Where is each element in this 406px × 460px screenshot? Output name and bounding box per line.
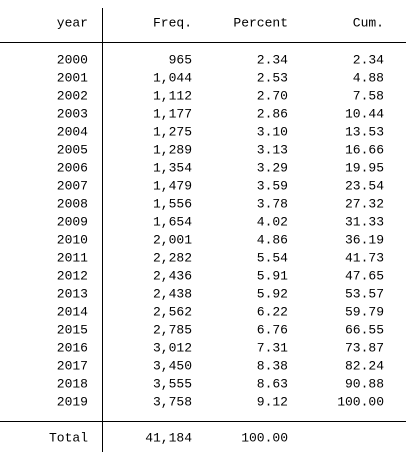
row-label: 2006 xyxy=(57,160,88,175)
cell: 1,654 xyxy=(153,214,192,229)
cell: 2.34 xyxy=(353,52,384,67)
cell: 3.29 xyxy=(257,160,288,175)
cell: 3,555 xyxy=(153,376,192,391)
row-label: 2017 xyxy=(57,358,88,373)
total-cell: 100.00 xyxy=(241,430,288,445)
cell: 31.33 xyxy=(345,214,384,229)
cell: 8.38 xyxy=(257,358,288,373)
cell: 1,177 xyxy=(153,106,192,121)
row-label: 2001 xyxy=(57,70,88,85)
cell: 16.66 xyxy=(345,142,384,157)
cell: 2,438 xyxy=(153,286,192,301)
total-cell: 41,184 xyxy=(145,430,192,445)
cell: 8.63 xyxy=(257,376,288,391)
cell: 5.54 xyxy=(257,250,288,265)
cell: 6.76 xyxy=(257,322,288,337)
cell: 1,289 xyxy=(153,142,192,157)
header-cell: year xyxy=(57,15,88,30)
cell: 4.86 xyxy=(257,232,288,247)
row-label: 2010 xyxy=(57,232,88,247)
cell: 2,001 xyxy=(153,232,192,247)
total-label: Total xyxy=(49,430,88,445)
cell: 6.22 xyxy=(257,304,288,319)
cell: 2.53 xyxy=(257,70,288,85)
cell: 13.53 xyxy=(345,124,384,139)
cell: 7.58 xyxy=(353,88,384,103)
cell: 1,479 xyxy=(153,178,192,193)
cell: 2,436 xyxy=(153,268,192,283)
cell: 36.19 xyxy=(345,232,384,247)
cell: 53.57 xyxy=(345,286,384,301)
cell: 2.34 xyxy=(257,52,288,67)
cell: 19.95 xyxy=(345,160,384,175)
row-label: 2003 xyxy=(57,106,88,121)
cell: 5.91 xyxy=(257,268,288,283)
cell: 3,758 xyxy=(153,394,192,409)
row-label: 2005 xyxy=(57,142,88,157)
cell: 7.31 xyxy=(257,340,288,355)
cell: 3.10 xyxy=(257,124,288,139)
row-label: 2019 xyxy=(57,394,88,409)
cell: 5.92 xyxy=(257,286,288,301)
row-label: 2015 xyxy=(57,322,88,337)
cell: 2.86 xyxy=(257,106,288,121)
cell: 965 xyxy=(169,52,192,67)
cell: 4.88 xyxy=(353,70,384,85)
cell: 10.44 xyxy=(345,106,384,121)
cell: 23.54 xyxy=(345,178,384,193)
cell: 66.55 xyxy=(345,322,384,337)
cell: 3,450 xyxy=(153,358,192,373)
cell: 1,354 xyxy=(153,160,192,175)
row-label: 2018 xyxy=(57,376,88,391)
row-label: 2011 xyxy=(57,250,88,265)
cell: 1,275 xyxy=(153,124,192,139)
cell: 41.73 xyxy=(345,250,384,265)
cell: 59.79 xyxy=(345,304,384,319)
cell: 3.78 xyxy=(257,196,288,211)
cell: 2.70 xyxy=(257,88,288,103)
cell: 100.00 xyxy=(337,394,384,409)
row-label: 2012 xyxy=(57,268,88,283)
cell: 4.02 xyxy=(257,214,288,229)
row-label: 2004 xyxy=(57,124,88,139)
cell: 2,282 xyxy=(153,250,192,265)
row-label: 2009 xyxy=(57,214,88,229)
row-label: 2014 xyxy=(57,304,88,319)
cell: 3,012 xyxy=(153,340,192,355)
cell: 9.12 xyxy=(257,394,288,409)
cell: 90.88 xyxy=(345,376,384,391)
row-label: 2013 xyxy=(57,286,88,301)
cell: 1,112 xyxy=(153,88,192,103)
row-label: 2007 xyxy=(57,178,88,193)
cell: 73.87 xyxy=(345,340,384,355)
row-label: 2016 xyxy=(57,340,88,355)
cell: 2,562 xyxy=(153,304,192,319)
header-cell: Percent xyxy=(233,15,288,30)
cell: 3.59 xyxy=(257,178,288,193)
row-label: 2008 xyxy=(57,196,88,211)
row-label: 2002 xyxy=(57,88,88,103)
cell: 1,044 xyxy=(153,70,192,85)
cell: 27.32 xyxy=(345,196,384,211)
cell: 1,556 xyxy=(153,196,192,211)
row-label: 2000 xyxy=(57,52,88,67)
cell: 2,785 xyxy=(153,322,192,337)
cell: 47.65 xyxy=(345,268,384,283)
header-cell: Freq. xyxy=(153,15,192,30)
cell: 3.13 xyxy=(257,142,288,157)
cell: 82.24 xyxy=(345,358,384,373)
header-cell: Cum. xyxy=(353,15,384,30)
